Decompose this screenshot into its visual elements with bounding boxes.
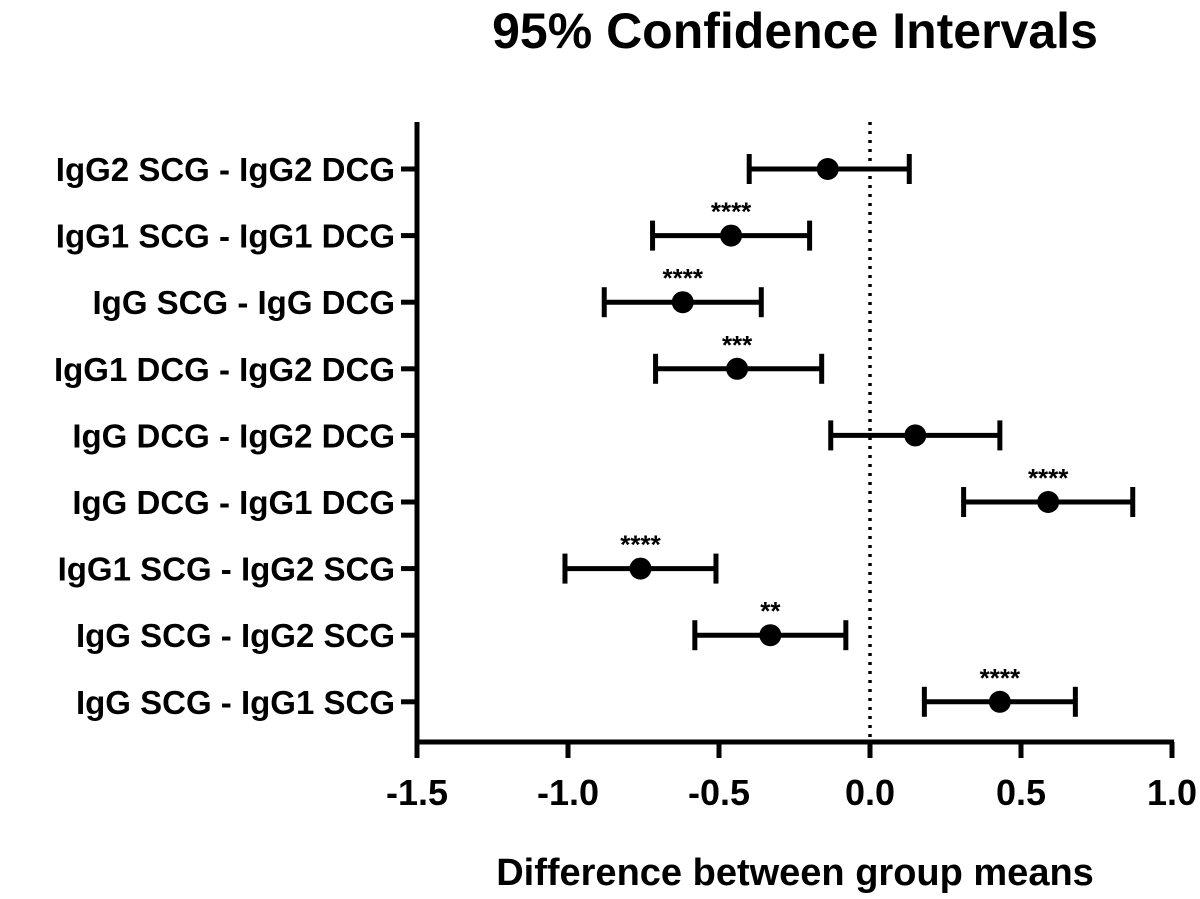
x-axis-label: Difference between group means [496, 852, 1094, 894]
significance-label: **** [663, 263, 704, 293]
mean-point [759, 624, 782, 647]
category-label: IgG1 SCG - IgG2 SCG [58, 551, 395, 588]
x-tick-label: 0.5 [996, 772, 1046, 813]
significance-label: *** [722, 330, 753, 360]
mean-point [726, 357, 749, 380]
mean-point [720, 224, 743, 247]
x-tick-label: 1.0 [1147, 772, 1197, 813]
mean-point [816, 158, 839, 180]
category-label: IgG1 SCG - IgG1 DCG [56, 218, 395, 255]
category-label: IgG DCG - IgG2 DCG [72, 417, 395, 454]
significance-label: **** [980, 663, 1021, 693]
x-tick-label: -1.0 [537, 772, 599, 813]
significance-label: **** [711, 197, 752, 227]
mean-point [671, 291, 694, 314]
category-label: IgG SCG - IgG DCG [93, 284, 396, 321]
x-tick-label: 0.0 [845, 772, 895, 813]
category-label: IgG2 SCG - IgG2 DCG [56, 151, 395, 188]
mean-point [1037, 491, 1060, 513]
significance-label: **** [620, 530, 661, 560]
mean-point [988, 690, 1011, 713]
category-label: IgG DCG - IgG1 DCG [72, 484, 395, 521]
category-label: IgG SCG - IgG1 SCG [76, 684, 395, 721]
significance-label: **** [1028, 463, 1069, 493]
x-tick-label: -0.5 [688, 772, 750, 813]
significance-label: ** [760, 596, 781, 626]
x-tick-label: -1.5 [386, 772, 448, 813]
mean-point [904, 424, 927, 447]
chart-title: 95% Confidence Intervals [492, 3, 1098, 59]
category-label: IgG SCG - IgG2 SCG [76, 617, 395, 654]
category-label: IgG1 DCG - IgG2 DCG [54, 351, 395, 388]
mean-point [629, 557, 652, 580]
